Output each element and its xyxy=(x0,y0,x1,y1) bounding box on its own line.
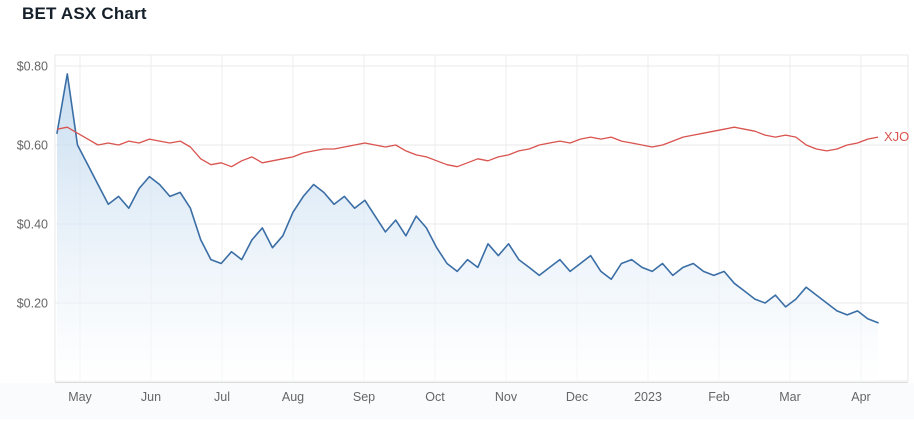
svg-text:Aug: Aug xyxy=(282,390,304,404)
svg-text:Sep: Sep xyxy=(353,390,375,404)
svg-text:May: May xyxy=(68,390,92,404)
page-title: BET ASX Chart xyxy=(22,4,147,23)
svg-text:Apr: Apr xyxy=(851,390,870,404)
svg-text:Nov: Nov xyxy=(495,390,518,404)
svg-text:Oct: Oct xyxy=(425,390,445,404)
svg-text:$0.20: $0.20 xyxy=(17,297,48,311)
svg-text:Jun: Jun xyxy=(141,390,161,404)
svg-text:$0.60: $0.60 xyxy=(17,139,48,153)
xjo-series-label: XJO xyxy=(884,129,909,144)
svg-text:$0.80: $0.80 xyxy=(17,60,48,74)
svg-text:Mar: Mar xyxy=(779,390,801,404)
svg-text:$0.40: $0.40 xyxy=(17,218,48,232)
svg-text:2023: 2023 xyxy=(634,390,662,404)
svg-text:Feb: Feb xyxy=(708,390,730,404)
svg-text:Dec: Dec xyxy=(566,390,588,404)
svg-text:Jul: Jul xyxy=(214,390,230,404)
